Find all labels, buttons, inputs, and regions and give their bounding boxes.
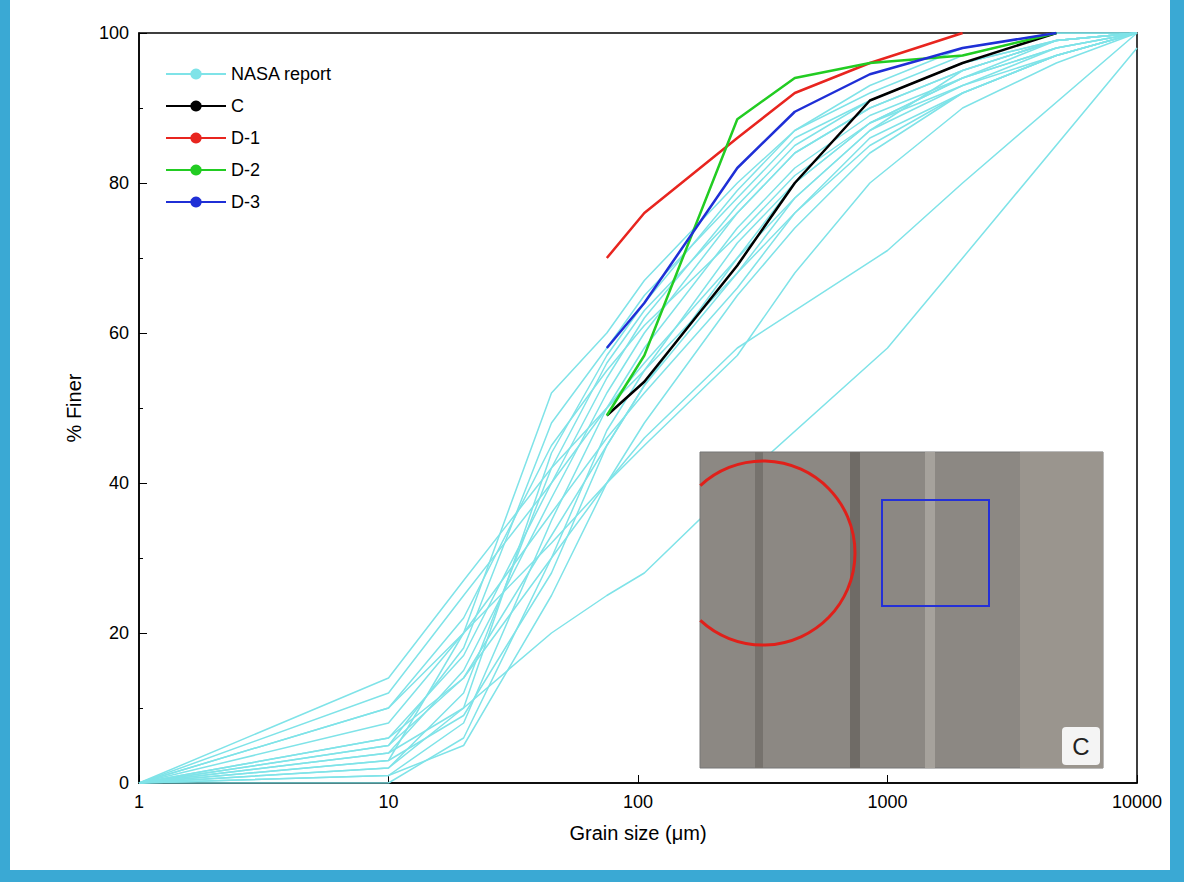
svg-text:100: 100	[99, 23, 129, 43]
svg-text:0: 0	[119, 773, 129, 793]
svg-text:C: C	[231, 96, 244, 116]
svg-text:20: 20	[109, 623, 129, 643]
svg-text:1: 1	[134, 792, 144, 812]
svg-text:D-3: D-3	[231, 192, 260, 212]
svg-text:100: 100	[623, 792, 653, 812]
svg-text:D-2: D-2	[231, 160, 260, 180]
svg-text:10000: 10000	[1112, 792, 1162, 812]
svg-text:80: 80	[109, 173, 129, 193]
svg-text:% Finer: % Finer	[63, 373, 85, 442]
svg-text:60: 60	[109, 323, 129, 343]
svg-text:Grain size (μm): Grain size (μm)	[569, 822, 706, 844]
svg-text:1000: 1000	[867, 792, 907, 812]
svg-text:C: C	[1072, 733, 1089, 760]
svg-text:40: 40	[109, 473, 129, 493]
svg-text:NASA report: NASA report	[231, 64, 331, 84]
svg-text:D-1: D-1	[231, 128, 260, 148]
svg-text:10: 10	[378, 792, 398, 812]
